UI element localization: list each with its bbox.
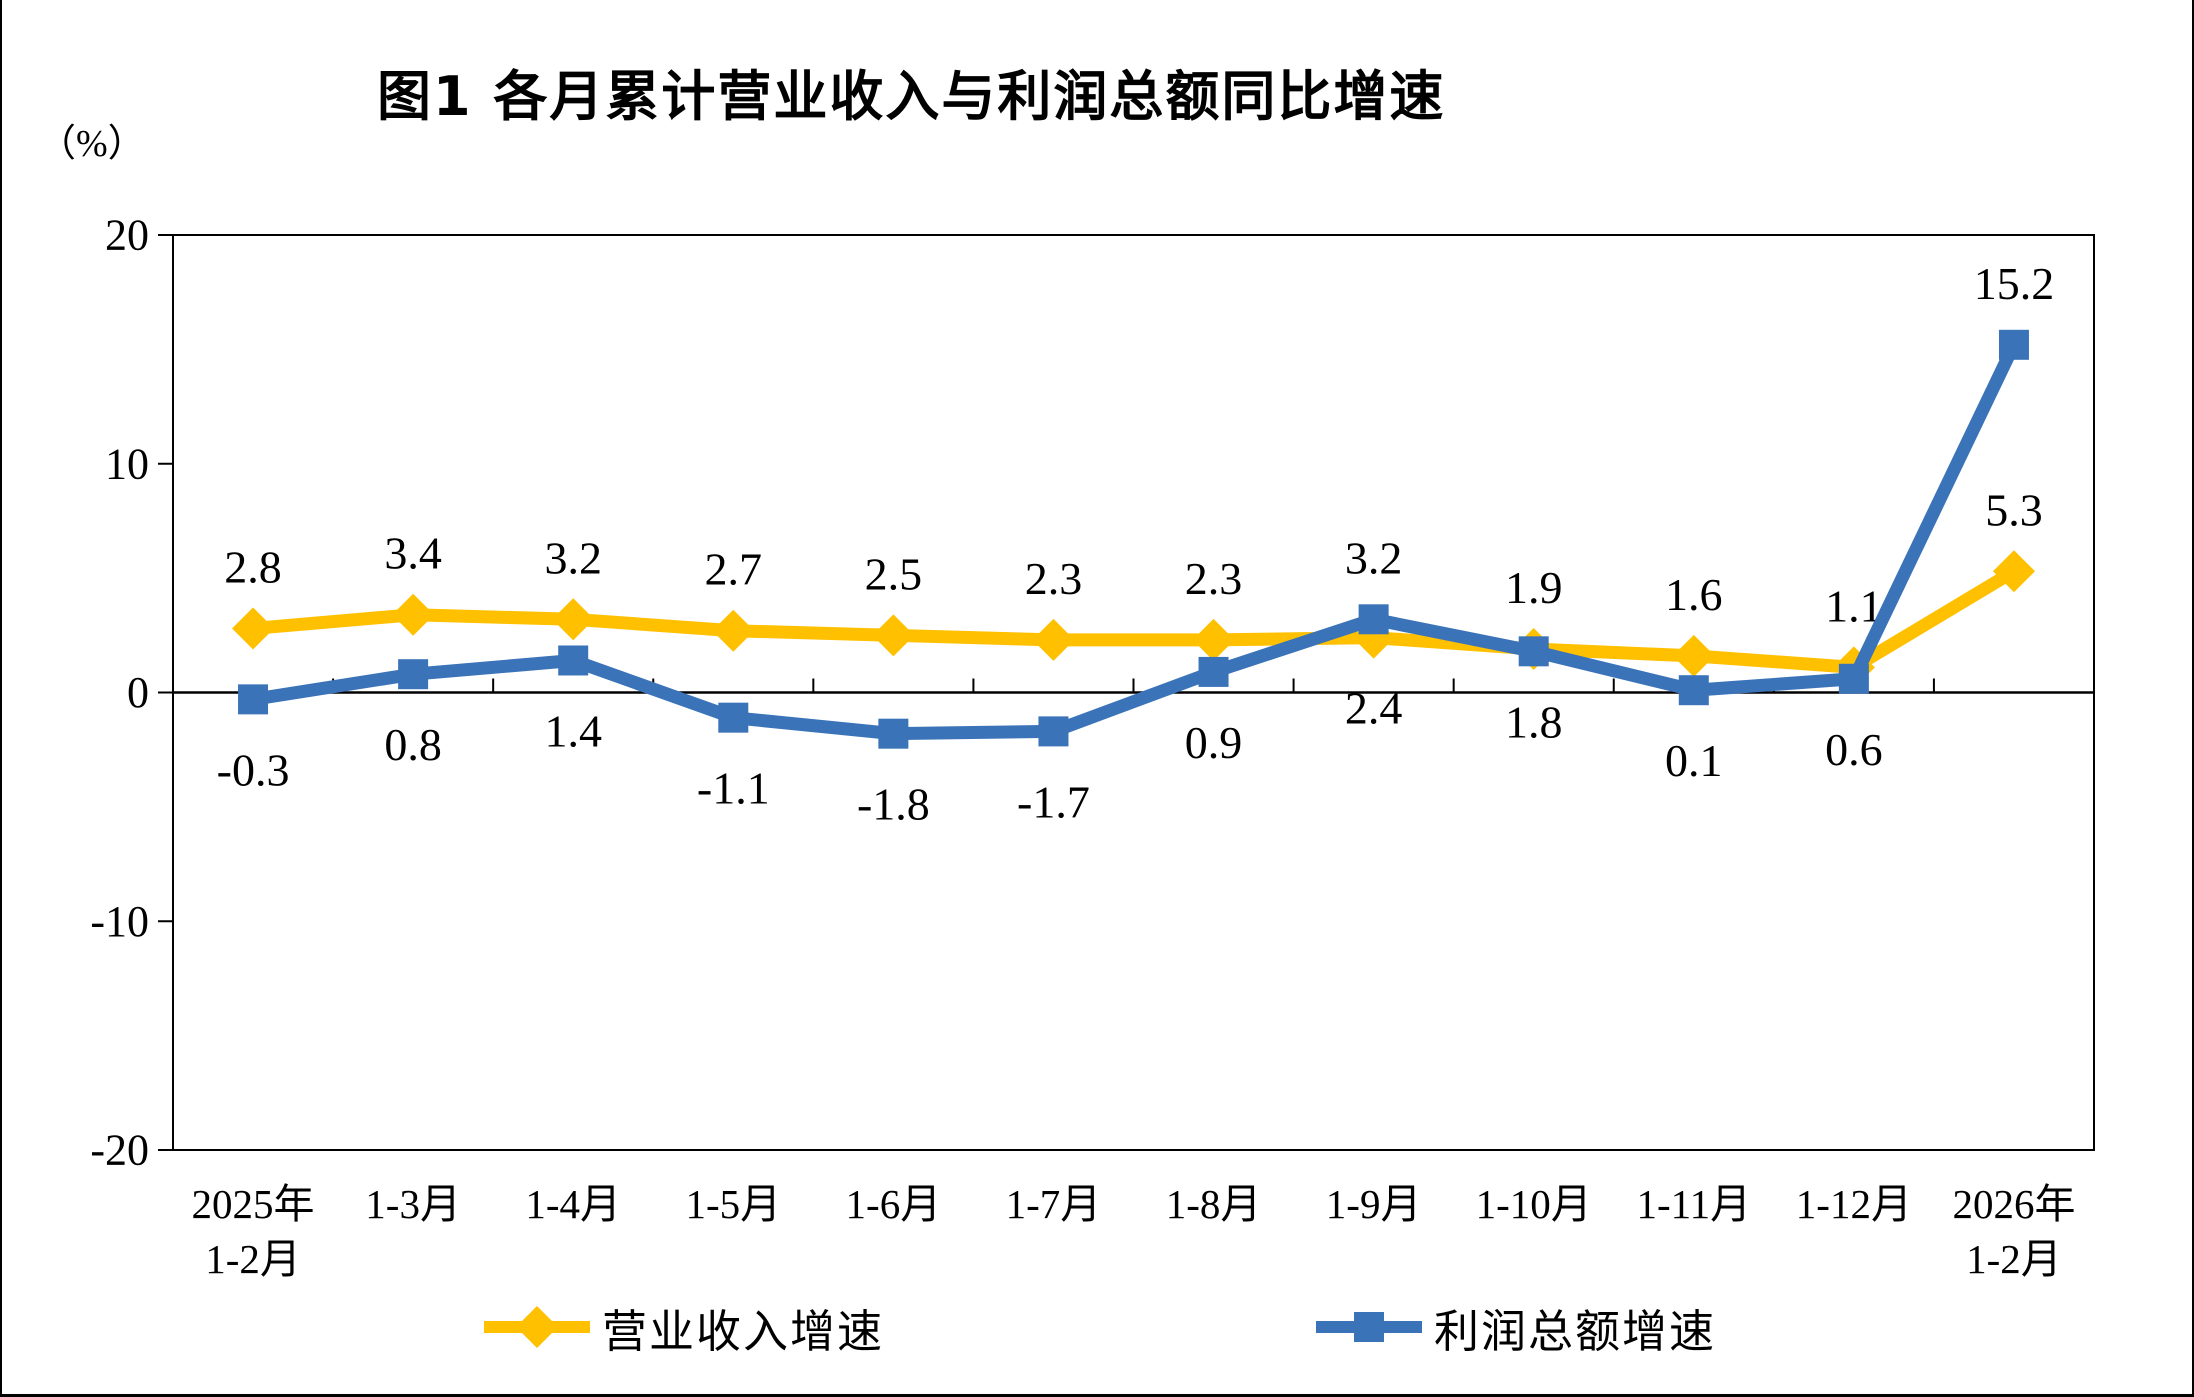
diamond-marker [392, 593, 435, 636]
x-tick-label: 1-9月 [1326, 1181, 1422, 1227]
data-label: 2.8 [224, 541, 282, 592]
y-tick-label: -20 [90, 1126, 149, 1175]
y-tick-label: 0 [127, 668, 149, 717]
square-marker [238, 684, 269, 715]
legend-label-profit: 利润总额增速 [1434, 1306, 1717, 1357]
data-label: 1.6 [1665, 569, 1723, 620]
x-tick-label: 1-8月 [1166, 1181, 1262, 1227]
data-label: -1.8 [857, 779, 930, 830]
data-label: 1.9 [1505, 562, 1563, 613]
square-marker [1838, 663, 1869, 694]
data-label: 2.5 [865, 548, 923, 599]
diamond-marker [552, 598, 595, 641]
diamond-marker [232, 607, 275, 650]
x-tick-label: 1-10月 [1476, 1181, 1592, 1227]
square-marker [1358, 604, 1389, 635]
x-tick-label: 1-11月 [1636, 1181, 1751, 1227]
data-label: 3.4 [384, 528, 442, 579]
diamond-marker [1672, 634, 1715, 677]
square-marker [1038, 716, 1069, 747]
data-label: 0.1 [1665, 735, 1723, 786]
data-label: 1.8 [1505, 696, 1563, 747]
y-tick-label: 10 [105, 439, 149, 488]
data-label: 3.2 [1345, 532, 1403, 583]
data-label: 5.3 [1985, 484, 2043, 535]
y-tick-label: 20 [105, 211, 149, 260]
x-tick-label: 1-2月 [1966, 1236, 2062, 1282]
profit-line-marker-icon [1316, 1312, 1422, 1342]
x-tick-label: 2025年 [192, 1181, 315, 1227]
data-label: 2.4 [1345, 683, 1403, 734]
data-label: -1.1 [697, 763, 770, 814]
chart-legend: 营业收入增速 利润总额增速 [2, 1292, 2192, 1362]
diamond-marker [1032, 618, 1075, 661]
square-marker [398, 659, 429, 690]
data-label: 2.3 [1185, 553, 1243, 604]
x-tick-label: 1-5月 [685, 1181, 781, 1227]
square-marker [1518, 636, 1549, 667]
data-label: 1.4 [544, 705, 602, 756]
square-marker [1998, 329, 2029, 360]
x-tick-label: 1-4月 [525, 1181, 621, 1227]
x-tick-label: 1-7月 [1006, 1181, 1102, 1227]
x-tick-label: 1-3月 [365, 1181, 461, 1227]
y-tick-label: -10 [90, 897, 149, 946]
legend-label-revenue: 营业收入增速 [601, 1306, 884, 1357]
x-tick-label: 1-12月 [1796, 1181, 1912, 1227]
data-label: 0.6 [1825, 724, 1883, 775]
x-tick-label: 1-2月 [205, 1236, 301, 1282]
square-marker [878, 718, 909, 749]
revenue-series-line [246, 564, 2021, 674]
chart-title: 图1 各月累计营业收入与利润总额同比增速 [377, 65, 1446, 128]
data-label: 0.9 [1185, 717, 1243, 768]
y-axis-unit-label: （%） [38, 123, 146, 165]
line-chart-plot: 20 10 0 -10 -20 2025年 1-2月 1-3月 1-4月 1-5月 1-6月 1-7月… [90, 211, 2095, 1282]
data-label: 2.7 [705, 544, 763, 595]
diamond-marker [1192, 618, 1235, 661]
square-marker [1678, 675, 1709, 706]
data-label: 1.1 [1825, 580, 1883, 631]
data-label: 15.2 [1974, 258, 2055, 309]
legend-item-revenue: 营业收入增速 [482, 1295, 884, 1360]
x-tick-label: 1-6月 [846, 1181, 942, 1227]
data-label: 0.8 [384, 719, 442, 770]
diamond-marker [1992, 550, 2035, 593]
revenue-line-marker-icon [483, 1306, 590, 1348]
data-label: 2.3 [1025, 553, 1083, 604]
legend-item-profit: 利润总额增速 [1314, 1295, 1716, 1360]
data-label: -0.3 [217, 744, 290, 795]
square-marker [1198, 656, 1229, 687]
diamond-marker [712, 609, 755, 652]
x-tick-label: 2026年 [1952, 1181, 2075, 1227]
square-marker [558, 645, 589, 676]
data-label: -1.7 [1017, 776, 1090, 827]
data-label: 3.2 [544, 532, 602, 583]
diamond-marker [872, 614, 915, 657]
profit-series-line [246, 338, 2021, 741]
square-marker [718, 702, 749, 733]
